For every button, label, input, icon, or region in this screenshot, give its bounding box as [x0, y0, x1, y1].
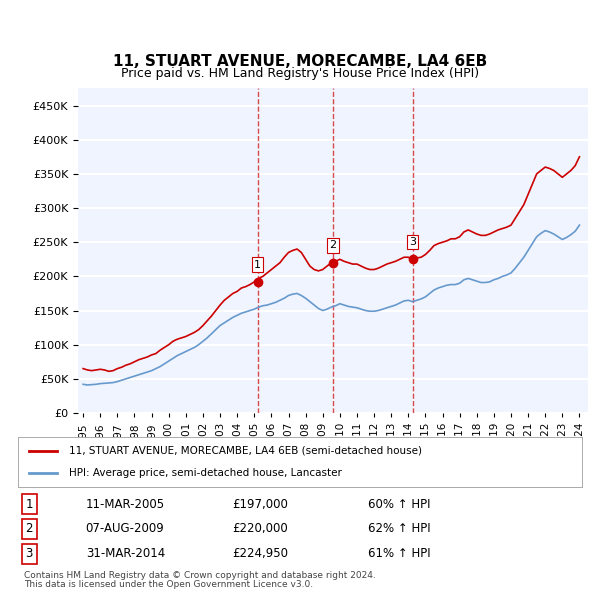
Text: 11, STUART AVENUE, MORECAMBE, LA4 6EB: 11, STUART AVENUE, MORECAMBE, LA4 6EB [113, 54, 487, 70]
Text: £224,950: £224,950 [232, 548, 289, 560]
Text: 3: 3 [26, 548, 33, 560]
Text: 2: 2 [26, 522, 33, 535]
Text: 3: 3 [409, 237, 416, 247]
Text: 07-AUG-2009: 07-AUG-2009 [86, 522, 164, 535]
Text: 62% ↑ HPI: 62% ↑ HPI [368, 522, 430, 535]
Text: 31-MAR-2014: 31-MAR-2014 [86, 548, 165, 560]
Text: 60% ↑ HPI: 60% ↑ HPI [368, 498, 430, 511]
Text: 1: 1 [254, 260, 261, 270]
Text: £197,000: £197,000 [232, 498, 288, 511]
Text: HPI: Average price, semi-detached house, Lancaster: HPI: Average price, semi-detached house,… [69, 468, 341, 478]
Text: 1: 1 [26, 498, 33, 511]
Text: 2: 2 [329, 240, 337, 250]
Text: 11, STUART AVENUE, MORECAMBE, LA4 6EB (semi-detached house): 11, STUART AVENUE, MORECAMBE, LA4 6EB (s… [69, 445, 422, 455]
Text: £220,000: £220,000 [232, 522, 288, 535]
Text: Contains HM Land Registry data © Crown copyright and database right 2024.: Contains HM Land Registry data © Crown c… [24, 571, 376, 580]
Text: 11-MAR-2005: 11-MAR-2005 [86, 498, 165, 511]
Text: 61% ↑ HPI: 61% ↑ HPI [368, 548, 430, 560]
Text: This data is licensed under the Open Government Licence v3.0.: This data is licensed under the Open Gov… [24, 579, 313, 589]
Text: Price paid vs. HM Land Registry's House Price Index (HPI): Price paid vs. HM Land Registry's House … [121, 67, 479, 80]
